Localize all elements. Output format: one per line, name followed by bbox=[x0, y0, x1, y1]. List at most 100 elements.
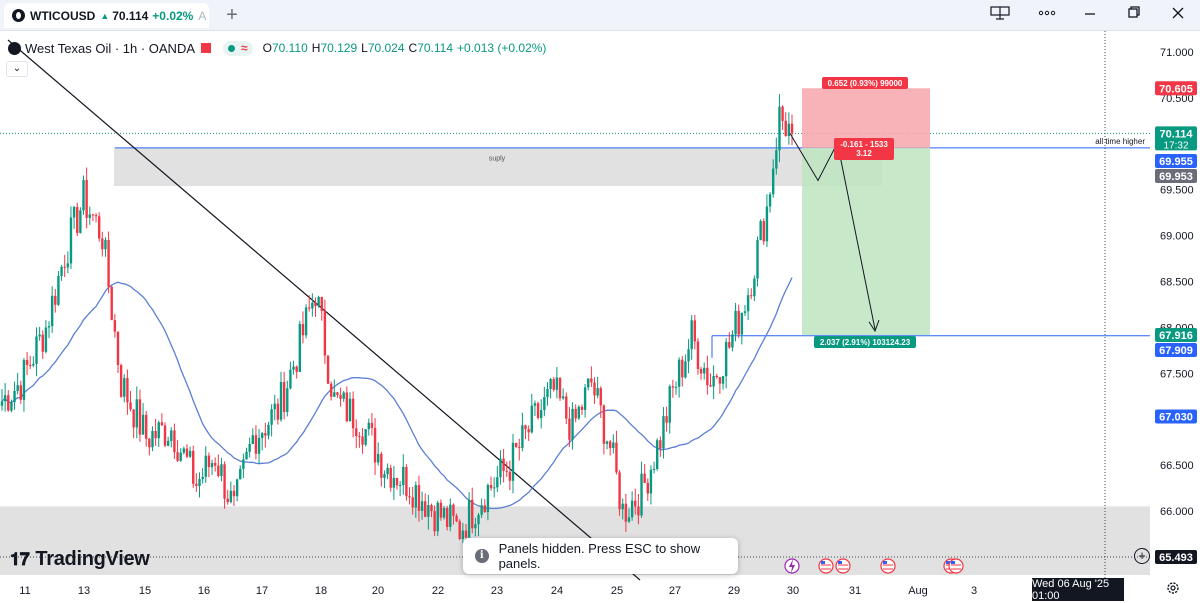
candle bbox=[348, 392, 352, 422]
candle bbox=[138, 389, 142, 442]
mid-label-bg bbox=[834, 138, 894, 160]
candle bbox=[602, 404, 606, 455]
candle-body bbox=[411, 497, 414, 508]
candle bbox=[392, 466, 396, 500]
candle-body bbox=[521, 425, 524, 448]
candle-body bbox=[361, 436, 364, 445]
candle-body bbox=[442, 508, 446, 518]
candle bbox=[646, 478, 649, 501]
candle-body bbox=[480, 505, 483, 515]
candle-body bbox=[151, 431, 154, 448]
candle bbox=[0, 389, 4, 411]
candle-body bbox=[320, 296, 323, 312]
close-icon[interactable] bbox=[1168, 6, 1188, 23]
y-tick-label: 66.000 bbox=[1160, 506, 1194, 518]
candle bbox=[637, 493, 640, 525]
candle bbox=[389, 464, 392, 492]
minimize-icon[interactable] bbox=[1080, 6, 1100, 23]
candle-body bbox=[157, 422, 160, 439]
candle bbox=[273, 394, 276, 421]
candle bbox=[543, 386, 546, 417]
legend-close: 70.114 bbox=[417, 41, 454, 55]
price-label-bg bbox=[1155, 81, 1197, 96]
wave-icon: ≈ bbox=[241, 41, 248, 55]
plus-icon[interactable]: + bbox=[1134, 548, 1150, 564]
candle-body bbox=[414, 485, 418, 508]
candle-body bbox=[279, 381, 283, 420]
more-icon[interactable] bbox=[1037, 6, 1057, 23]
candle-body bbox=[677, 359, 681, 387]
candle bbox=[188, 446, 192, 459]
new-tab-plus-icon[interactable]: + bbox=[226, 4, 238, 26]
candle-body bbox=[201, 476, 204, 480]
candle-body bbox=[116, 331, 120, 366]
legend-high: 70.129 bbox=[320, 41, 358, 55]
price-label-text: 67.909 bbox=[1159, 345, 1193, 357]
candle-body bbox=[383, 474, 386, 478]
candle-body bbox=[19, 385, 23, 400]
candle-body bbox=[587, 378, 590, 388]
candle-body bbox=[558, 377, 562, 399]
candle-body bbox=[160, 422, 164, 426]
candle bbox=[502, 448, 505, 483]
candle bbox=[370, 413, 374, 436]
projection-path-2 bbox=[837, 145, 876, 330]
us-flag-icon-canton bbox=[951, 561, 955, 564]
candle-body bbox=[568, 418, 571, 440]
symbol-tab[interactable]: WTICOUSD ▲ 70.114 +0.02% A bbox=[4, 3, 209, 28]
candle-body bbox=[706, 367, 709, 386]
candle-body bbox=[699, 369, 703, 374]
candle bbox=[76, 202, 79, 237]
candle-body bbox=[351, 398, 355, 429]
candle-body bbox=[574, 408, 577, 419]
candle bbox=[3, 383, 7, 412]
candle bbox=[289, 361, 292, 390]
symbol-logo-icon bbox=[12, 9, 25, 22]
settings-icon[interactable] bbox=[1163, 580, 1183, 600]
market-status-pill[interactable]: ≈ bbox=[223, 40, 253, 56]
candle-body bbox=[703, 367, 706, 374]
candle bbox=[715, 373, 718, 379]
candle-body bbox=[505, 470, 508, 472]
toast-text: Panels hidden. Press ESC to show panels. bbox=[498, 541, 701, 571]
candle-body bbox=[583, 387, 587, 410]
candle bbox=[605, 440, 609, 450]
candle-body bbox=[16, 385, 19, 391]
candle-body bbox=[715, 375, 718, 378]
candle bbox=[38, 326, 41, 341]
candle-body bbox=[740, 312, 744, 335]
candle bbox=[775, 137, 778, 175]
candle bbox=[257, 428, 261, 464]
candle-body bbox=[489, 485, 493, 489]
candle-body bbox=[107, 240, 110, 287]
candle bbox=[599, 386, 602, 418]
tv-mark-icon: 𝟏𝟕 bbox=[10, 549, 30, 569]
candle-body bbox=[217, 465, 220, 476]
candle-body bbox=[784, 120, 787, 136]
candle-body bbox=[398, 485, 402, 487]
candle bbox=[483, 499, 486, 513]
candle bbox=[452, 503, 455, 525]
restore-icon[interactable] bbox=[1124, 6, 1144, 23]
chevron-down-icon[interactable]: ⌄ bbox=[6, 61, 28, 77]
candle bbox=[684, 354, 687, 379]
info-icon: i bbox=[475, 549, 489, 563]
candle bbox=[499, 450, 502, 485]
x-tick-label: 27 bbox=[669, 585, 681, 597]
layout-icon[interactable] bbox=[990, 6, 1010, 23]
candle-body bbox=[185, 448, 189, 457]
candle bbox=[235, 478, 239, 502]
candle-body bbox=[267, 424, 270, 436]
zones-layer: suply bbox=[0, 147, 1150, 575]
candle-body bbox=[630, 500, 634, 518]
candle-body bbox=[79, 210, 82, 233]
candle-body bbox=[72, 207, 76, 218]
us-flag-icon-canton bbox=[946, 561, 950, 564]
price-chart[interactable]: suply all time higher 0.652 (0.93%) 9900… bbox=[0, 31, 1200, 603]
candle bbox=[677, 357, 681, 398]
candle-body bbox=[355, 428, 358, 437]
chart-area[interactable]: suply all time higher 0.652 (0.93%) 9900… bbox=[0, 31, 1200, 603]
candle bbox=[433, 505, 436, 537]
candle-body bbox=[762, 221, 765, 242]
candle bbox=[414, 481, 418, 518]
